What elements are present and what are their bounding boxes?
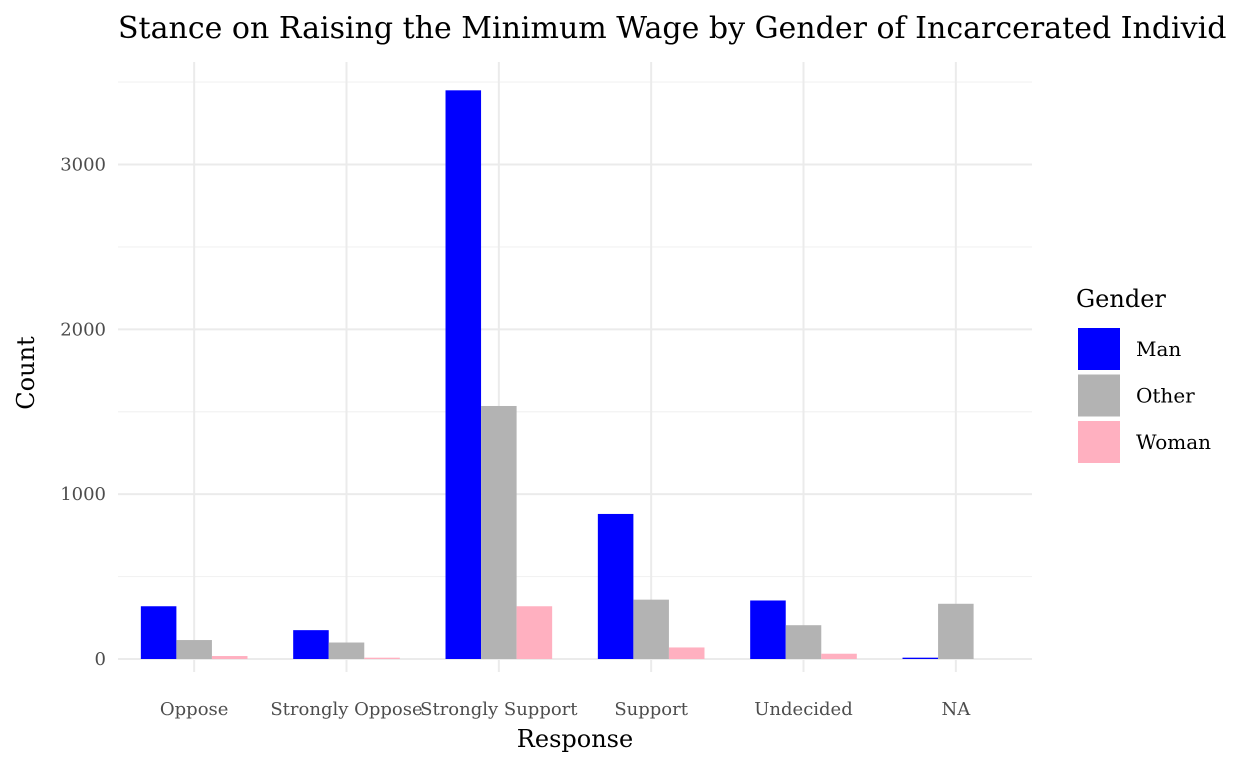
legend-label-man: Man — [1136, 337, 1181, 361]
bar-other-1 — [328, 642, 365, 659]
bar-other-5 — [938, 603, 974, 659]
bar-man-3 — [597, 513, 634, 659]
bars — [140, 90, 974, 659]
bar-man-2 — [445, 90, 482, 659]
legend-key-woman — [1078, 421, 1120, 463]
legend: Gender Man Other Woman — [1076, 285, 1211, 463]
y-axis-ticks: 0 1000 2000 3000 — [60, 155, 106, 671]
bar-woman-4 — [821, 653, 857, 659]
bar-woman-0 — [211, 656, 248, 659]
y-axis-title: Count — [12, 336, 40, 410]
legend-title: Gender — [1076, 285, 1166, 313]
bar-other-0 — [176, 640, 212, 659]
bar-man-0 — [140, 606, 177, 659]
chart-title: Stance on Raising the Minimum Wage by Ge… — [118, 11, 1226, 46]
legend-key-other — [1078, 374, 1120, 417]
grid-lines — [118, 62, 1032, 672]
x-tick-label: Strongly Oppose — [270, 699, 422, 720]
x-axis-title: Response — [517, 725, 633, 753]
y-tick-label: 0 — [95, 649, 106, 670]
bar-man-5 — [902, 657, 939, 659]
x-tick-label: Undecided — [754, 699, 852, 720]
x-tick-label: Strongly Support — [420, 699, 578, 720]
x-tick-label: Oppose — [160, 699, 229, 720]
y-tick-label: 3000 — [60, 155, 106, 176]
bar-woman-1 — [364, 657, 400, 659]
bar-man-1 — [293, 630, 329, 659]
bar-other-3 — [633, 599, 669, 659]
bar-man-4 — [750, 600, 786, 659]
x-tick-label: Support — [614, 699, 688, 720]
y-tick-label: 2000 — [60, 319, 106, 340]
bar-woman-2 — [516, 606, 553, 659]
bar-other-4 — [785, 625, 822, 659]
bar-other-2 — [481, 405, 517, 659]
legend-key-man — [1078, 328, 1120, 370]
legend-label-other: Other — [1136, 384, 1195, 408]
legend-label-woman: Woman — [1136, 430, 1211, 454]
bar-woman-3 — [668, 647, 705, 659]
y-tick-label: 1000 — [60, 484, 106, 505]
x-tick-label: NA — [941, 699, 971, 720]
